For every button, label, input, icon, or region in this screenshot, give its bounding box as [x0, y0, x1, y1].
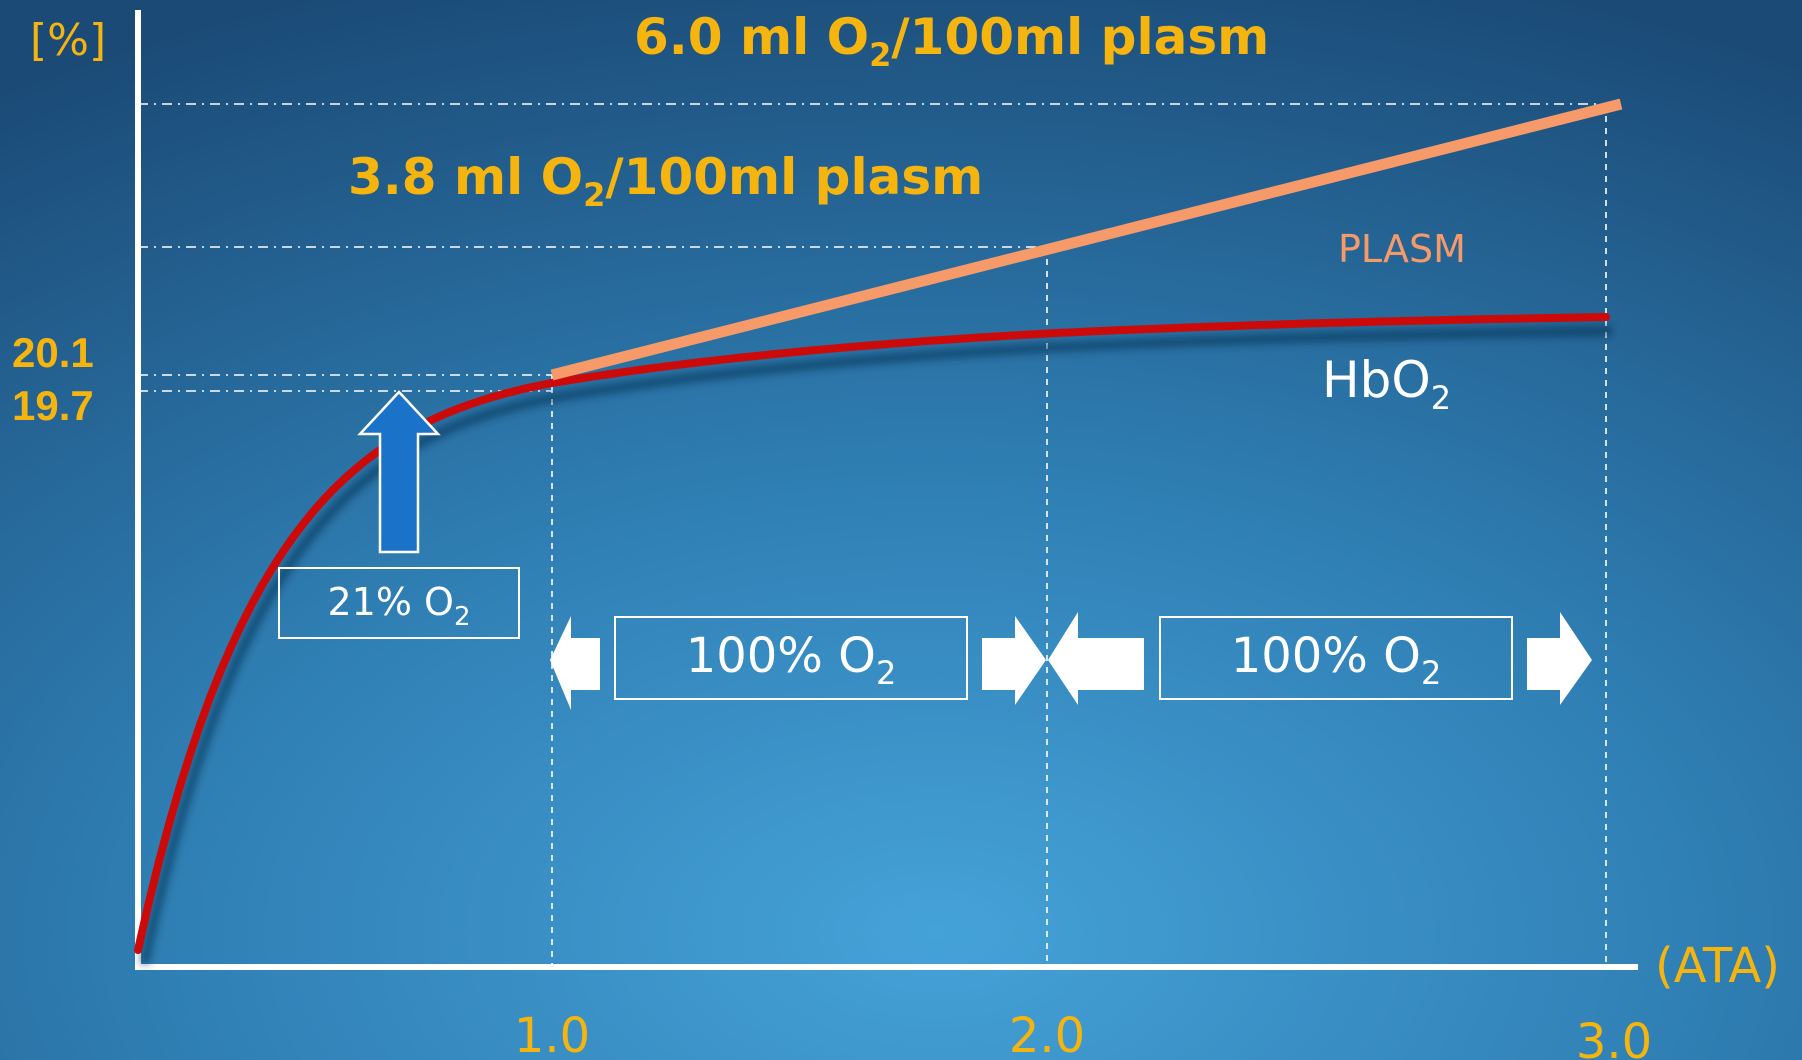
- x-unit-label: (ATA): [1655, 938, 1780, 994]
- x-tick-1-0: 1.0: [514, 1008, 590, 1060]
- x-tick-3-0: 3.0: [1576, 1014, 1652, 1060]
- annotation-mid-post: /100ml plasm: [605, 148, 983, 206]
- oxygen-box-1-frame: [614, 616, 968, 700]
- up-arrow-icon: [357, 390, 441, 554]
- left-arrow-icon-2: [1048, 612, 1144, 705]
- oxygen-box-1-pre: 100% O: [686, 628, 876, 684]
- annotation-top-pre: 6.0 ml O: [634, 8, 869, 66]
- annotation-top-sub: 2: [869, 36, 891, 74]
- oxygen-box-1: 100% O2: [614, 616, 968, 700]
- right-arrow-icon-2: [1527, 612, 1592, 705]
- annotation-top-post: /100ml plasm: [891, 8, 1269, 66]
- x-tick-2-0: 2.0: [1009, 1008, 1085, 1060]
- oxygen-box-1-label: 100% O2: [686, 628, 897, 692]
- oxygen-box-1-sub: 2: [876, 654, 896, 692]
- axes: [135, 10, 1638, 970]
- air-box-label: 21% O2: [328, 580, 471, 632]
- hbo2-line: [134, 313, 1610, 954]
- annotation-mid: 3.8 ml O2/100ml plasm: [348, 148, 983, 214]
- range-arrows: [550, 612, 1592, 710]
- oxygen-box-2-pre: 100% O: [1231, 628, 1421, 684]
- annotation-top: 6.0 ml O2/100ml plasm: [634, 8, 1269, 74]
- oxygen-box-2-frame: [1159, 616, 1513, 700]
- reference-lines: [138, 103, 1607, 964]
- series-label-hbo2-sub: 2: [1431, 379, 1451, 417]
- y-tick-19-7: 19.7: [12, 382, 94, 429]
- annotation-mid-pre: 3.8 ml O: [348, 148, 583, 206]
- oxygen-box-2: 100% O2: [1159, 616, 1513, 700]
- series-layer: [134, 98, 1623, 966]
- y-unit-label: [%]: [30, 15, 106, 66]
- series-label-hbo2: HbO2: [1322, 351, 1451, 417]
- air-box: 21% O2: [278, 567, 520, 639]
- plasm-line: [550, 98, 1623, 381]
- oxygen-box-2-sub: 2: [1421, 654, 1441, 692]
- series-label-hbo2-main: HbO: [1322, 351, 1431, 409]
- series-label-plasm: PLASM: [1338, 227, 1466, 271]
- air-box-frame: [278, 567, 520, 639]
- air-box-label-pre: 21% O: [328, 580, 454, 624]
- oxygen-box-2-label: 100% O2: [1231, 628, 1442, 692]
- left-arrow-icon-1: [550, 616, 600, 710]
- right-arrow-icon-1: [982, 616, 1046, 705]
- y-tick-20-1: 20.1: [12, 329, 94, 376]
- annotation-mid-sub: 2: [583, 176, 605, 214]
- air-box-label-sub: 2: [454, 602, 471, 632]
- hbo2-line-shadow: [139, 326, 1613, 966]
